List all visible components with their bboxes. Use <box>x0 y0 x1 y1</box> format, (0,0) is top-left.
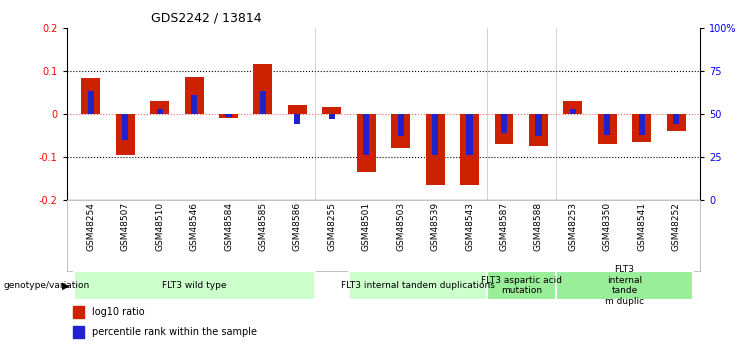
Bar <box>529 114 548 146</box>
Title: GDS2242 / 13814: GDS2242 / 13814 <box>150 11 262 24</box>
Text: GSM48584: GSM48584 <box>224 202 233 251</box>
Text: GSM48507: GSM48507 <box>121 202 130 252</box>
Bar <box>185 77 204 114</box>
Bar <box>432 114 438 155</box>
Bar <box>556 271 694 300</box>
Bar <box>82 79 100 114</box>
Bar <box>563 101 582 114</box>
Bar <box>294 114 301 124</box>
Text: genotype/variation: genotype/variation <box>4 281 90 290</box>
Bar <box>639 114 645 135</box>
Bar <box>87 91 94 114</box>
Bar <box>391 114 411 148</box>
Bar <box>425 114 445 185</box>
Bar <box>225 114 232 117</box>
Bar <box>398 114 404 136</box>
Text: GSM48539: GSM48539 <box>431 202 439 252</box>
Text: GSM48588: GSM48588 <box>534 202 543 252</box>
Bar <box>494 114 514 144</box>
Text: FLT3 wild type: FLT3 wild type <box>162 281 226 290</box>
Text: percentile rank within the sample: percentile rank within the sample <box>92 327 257 337</box>
Text: GSM48253: GSM48253 <box>568 202 577 251</box>
Bar <box>501 114 507 133</box>
Bar <box>632 114 651 142</box>
Text: GSM48254: GSM48254 <box>86 202 96 251</box>
Bar <box>535 114 542 136</box>
Bar <box>116 114 135 155</box>
Bar <box>673 114 679 124</box>
Text: GSM48501: GSM48501 <box>362 202 370 252</box>
Bar <box>356 114 376 172</box>
Bar <box>73 271 315 300</box>
Bar <box>156 109 163 114</box>
Bar <box>322 107 342 114</box>
Text: GSM48255: GSM48255 <box>328 202 336 251</box>
Bar <box>191 95 197 114</box>
Bar <box>73 306 84 318</box>
Bar <box>150 101 169 114</box>
Bar <box>219 114 238 118</box>
Text: GSM48546: GSM48546 <box>190 202 199 251</box>
Bar <box>349 271 487 300</box>
Text: FLT3 internal tandem duplications: FLT3 internal tandem duplications <box>341 281 495 290</box>
Text: GSM48543: GSM48543 <box>465 202 474 251</box>
Text: GSM48541: GSM48541 <box>637 202 646 251</box>
Bar <box>73 326 84 338</box>
Bar <box>466 114 473 155</box>
Bar <box>667 114 685 131</box>
Bar <box>288 105 307 114</box>
Bar <box>604 114 611 135</box>
Text: GSM48503: GSM48503 <box>396 202 405 252</box>
Text: GSM48252: GSM48252 <box>671 202 681 251</box>
Bar <box>598 114 617 144</box>
Bar <box>363 114 369 155</box>
Text: GSM48587: GSM48587 <box>499 202 508 252</box>
Bar <box>329 114 335 119</box>
Text: FLT3 aspartic acid
mutation: FLT3 aspartic acid mutation <box>481 276 562 295</box>
Bar <box>570 109 576 114</box>
Text: GSM48585: GSM48585 <box>259 202 268 252</box>
Bar <box>460 114 479 185</box>
Text: GSM48586: GSM48586 <box>293 202 302 252</box>
Bar <box>122 114 128 140</box>
Text: FLT3
internal
tande
m duplic: FLT3 internal tande m duplic <box>605 265 644 306</box>
Text: ▶: ▶ <box>62 281 69 290</box>
Bar <box>260 91 266 114</box>
Text: GSM48510: GSM48510 <box>155 202 165 252</box>
Bar <box>253 64 273 114</box>
Bar <box>487 271 556 300</box>
Text: GSM48350: GSM48350 <box>602 202 612 252</box>
Text: log10 ratio: log10 ratio <box>92 307 144 317</box>
